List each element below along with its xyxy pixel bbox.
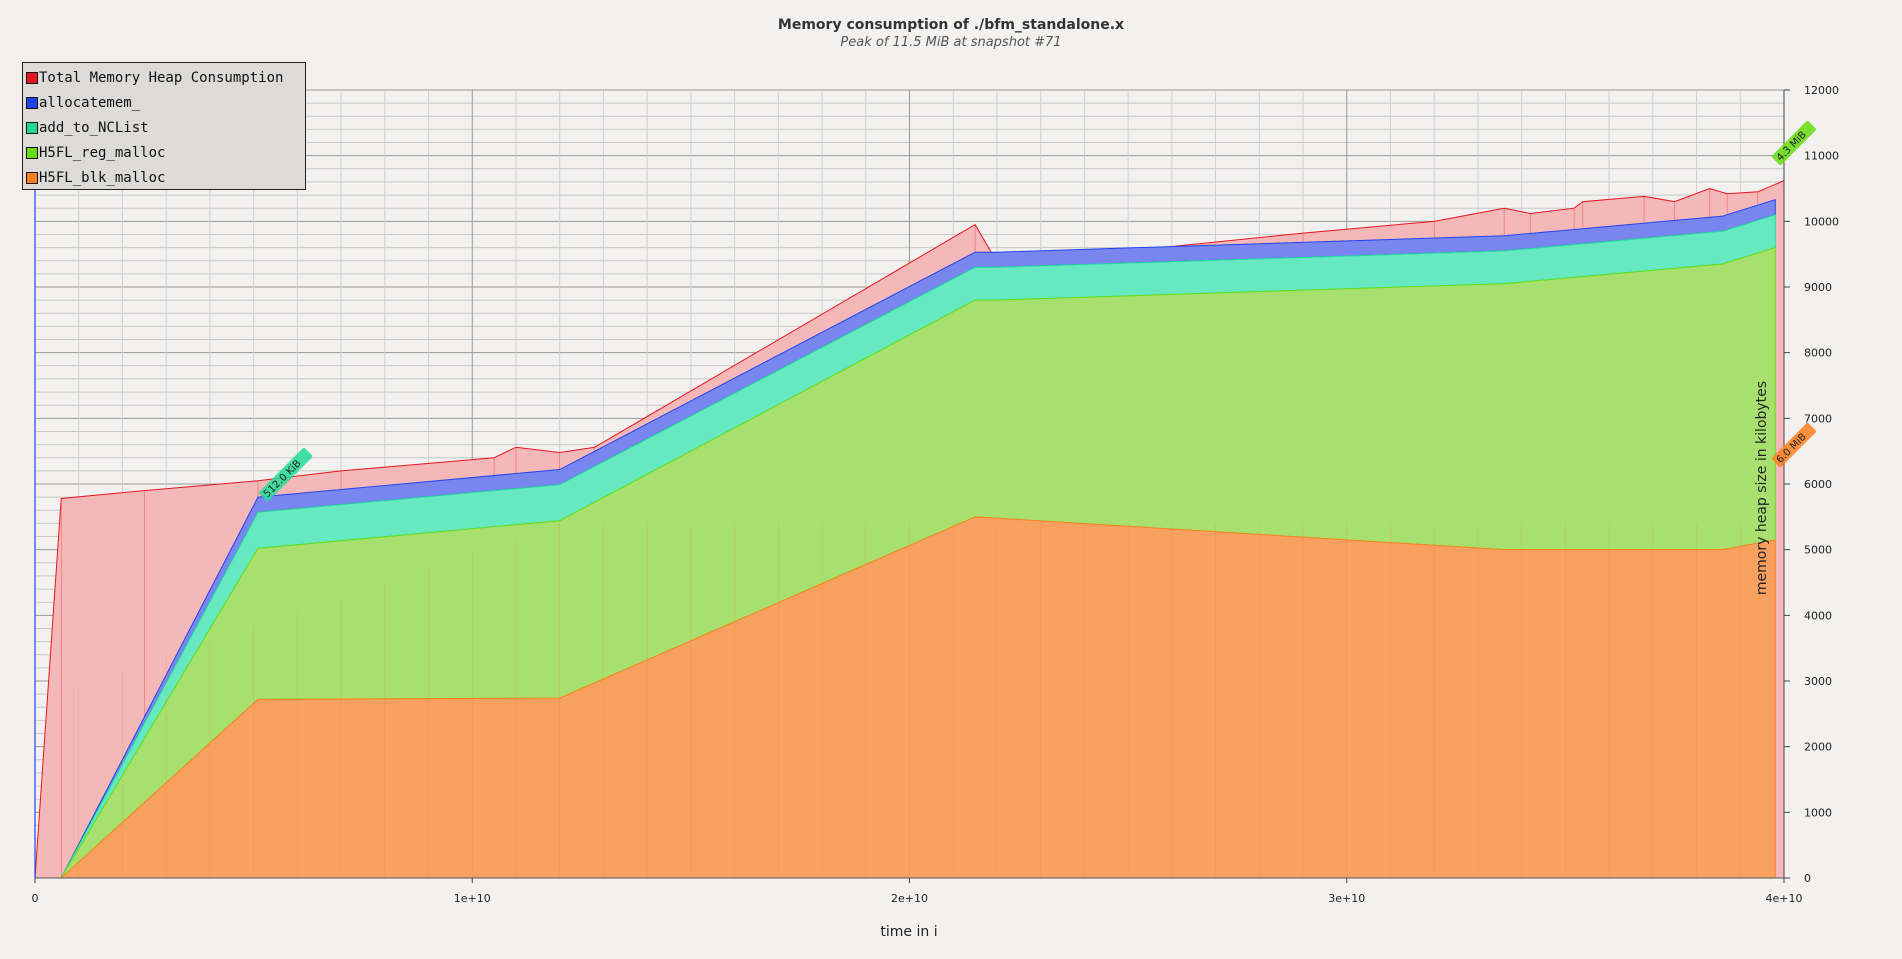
y-tick-label: 12000 bbox=[1804, 84, 1839, 97]
y-tick-label: 9000 bbox=[1804, 281, 1832, 294]
x-axis-label: time in i bbox=[880, 924, 938, 940]
annotation-box bbox=[1771, 423, 1816, 468]
x-tick-label: 1e+10 bbox=[454, 892, 491, 905]
annotation-box bbox=[1771, 120, 1816, 165]
legend: Total Memory Heap Consumption allocateme… bbox=[22, 62, 306, 190]
legend-label-h5fl-blk-malloc: H5FL_blk_malloc bbox=[39, 169, 166, 186]
y-tick-label: 10000 bbox=[1804, 215, 1839, 228]
y-tick-label: 1000 bbox=[1804, 806, 1832, 819]
y-tick-label: 5000 bbox=[1804, 544, 1832, 557]
x-tick-label: 2e+10 bbox=[891, 892, 928, 905]
legend-label-add-to-nclist: add_to_NCList bbox=[39, 119, 149, 136]
x-tick-label: 3e+10 bbox=[1328, 892, 1365, 905]
legend-swatch-total bbox=[26, 71, 38, 84]
y-tick-label: 7000 bbox=[1804, 412, 1832, 425]
y-tick-label: 2000 bbox=[1804, 741, 1832, 754]
y-ticks: 0 1000 2000 3000 4000 5000 6000 7000 8000 9000 100… bbox=[1784, 84, 1839, 885]
legend-item-allocatemem: allocatemem_ bbox=[23, 90, 305, 115]
legend-label-total: Total Memory Heap Consumption bbox=[39, 69, 284, 86]
legend-item-h5fl-reg-malloc: H5FL_reg_malloc bbox=[23, 140, 305, 165]
x-ticks: 0 1e+10 2e+10 3e+10 4e+10 bbox=[32, 878, 1803, 905]
legend-item-h5fl-blk-malloc: H5FL_blk_malloc bbox=[23, 165, 305, 190]
x-tick-label: 0 bbox=[32, 892, 39, 905]
legend-item-total: Total Memory Heap Consumption bbox=[23, 65, 305, 90]
y-tick-label: 6000 bbox=[1804, 478, 1832, 491]
y-tick-label: 0 bbox=[1804, 872, 1811, 885]
chart-title: Memory consumption of ./bfm_standalone.x bbox=[777, 17, 1125, 33]
y-tick-label: 4000 bbox=[1804, 609, 1832, 622]
stripe-lines bbox=[78, 523, 1741, 878]
y-tick-label: 8000 bbox=[1804, 347, 1832, 360]
legend-swatch-h5fl-blk-malloc bbox=[26, 171, 38, 184]
y-tick-label: 11000 bbox=[1804, 150, 1839, 163]
legend-label-allocatemem: allocatemem_ bbox=[39, 94, 141, 111]
x-tick-label: 4e+10 bbox=[1766, 892, 1803, 905]
legend-label-h5fl-reg-malloc: H5FL_reg_malloc bbox=[39, 144, 166, 161]
y-axis-label: memory heap size in kilobytes bbox=[1754, 380, 1770, 596]
legend-swatch-allocatemem bbox=[26, 96, 38, 109]
legend-swatch-add-to-nclist bbox=[26, 121, 38, 134]
legend-swatch-h5fl-reg-malloc bbox=[26, 146, 38, 159]
annotation-box bbox=[259, 448, 313, 502]
y-tick-label: 3000 bbox=[1804, 675, 1832, 688]
legend-item-add-to-nclist: add_to_NCList bbox=[23, 115, 305, 140]
chart-subtitle: Peak of 11.5 MiB at snapshot #71 bbox=[840, 35, 1062, 50]
